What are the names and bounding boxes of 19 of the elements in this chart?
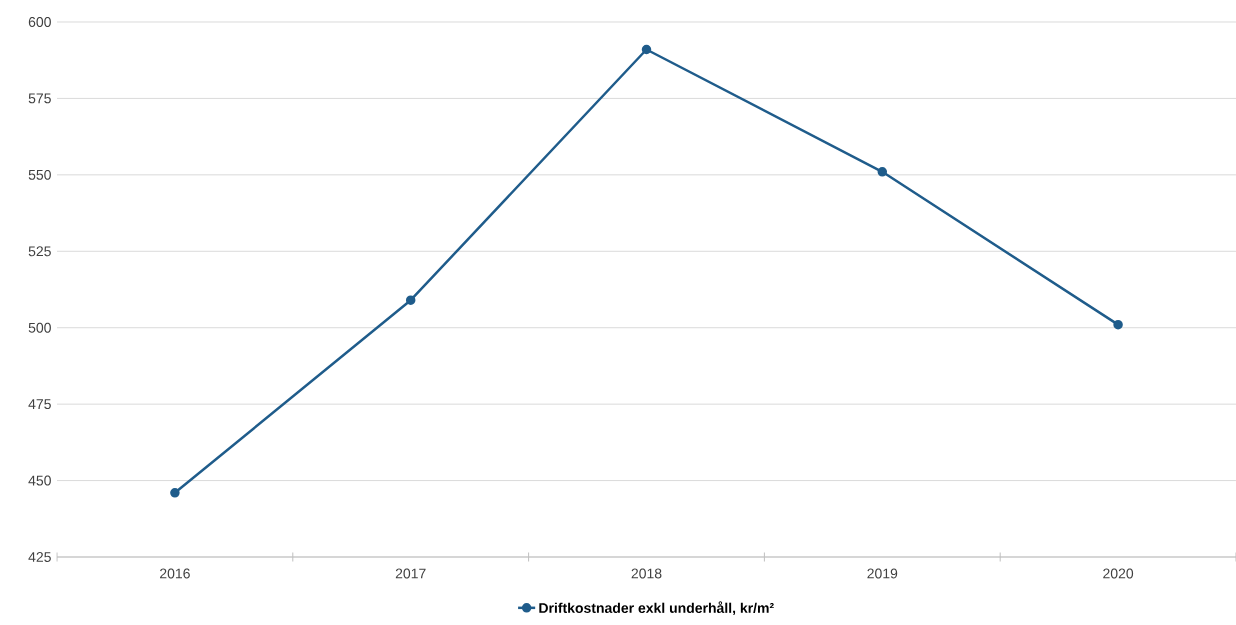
legend-label: Driftkostnader exkl underhåll, kr/m² [539, 601, 774, 616]
y-tick-label: 475 [28, 399, 51, 410]
x-tick-label: 2019 [867, 568, 898, 579]
point [170, 488, 180, 498]
x-tick-label: 2018 [631, 568, 662, 579]
y-tick-label: 500 [28, 322, 51, 333]
x-tick-label: 2017 [395, 568, 426, 579]
x-tick-label: 2016 [160, 568, 190, 579]
y-tick-label: 575 [28, 93, 51, 104]
y-tick-label: 425 [28, 552, 51, 562]
point [641, 44, 652, 55]
y-tick-label: 450 [28, 475, 51, 486]
y-tick-label: 525 [28, 246, 51, 257]
y-tick-label: 600 [28, 17, 51, 27]
y-tick-label: 550 [28, 169, 51, 180]
x-tick-label: 2020 [1103, 568, 1134, 579]
point [877, 167, 888, 177]
point [1113, 319, 1123, 330]
point [405, 295, 416, 305]
